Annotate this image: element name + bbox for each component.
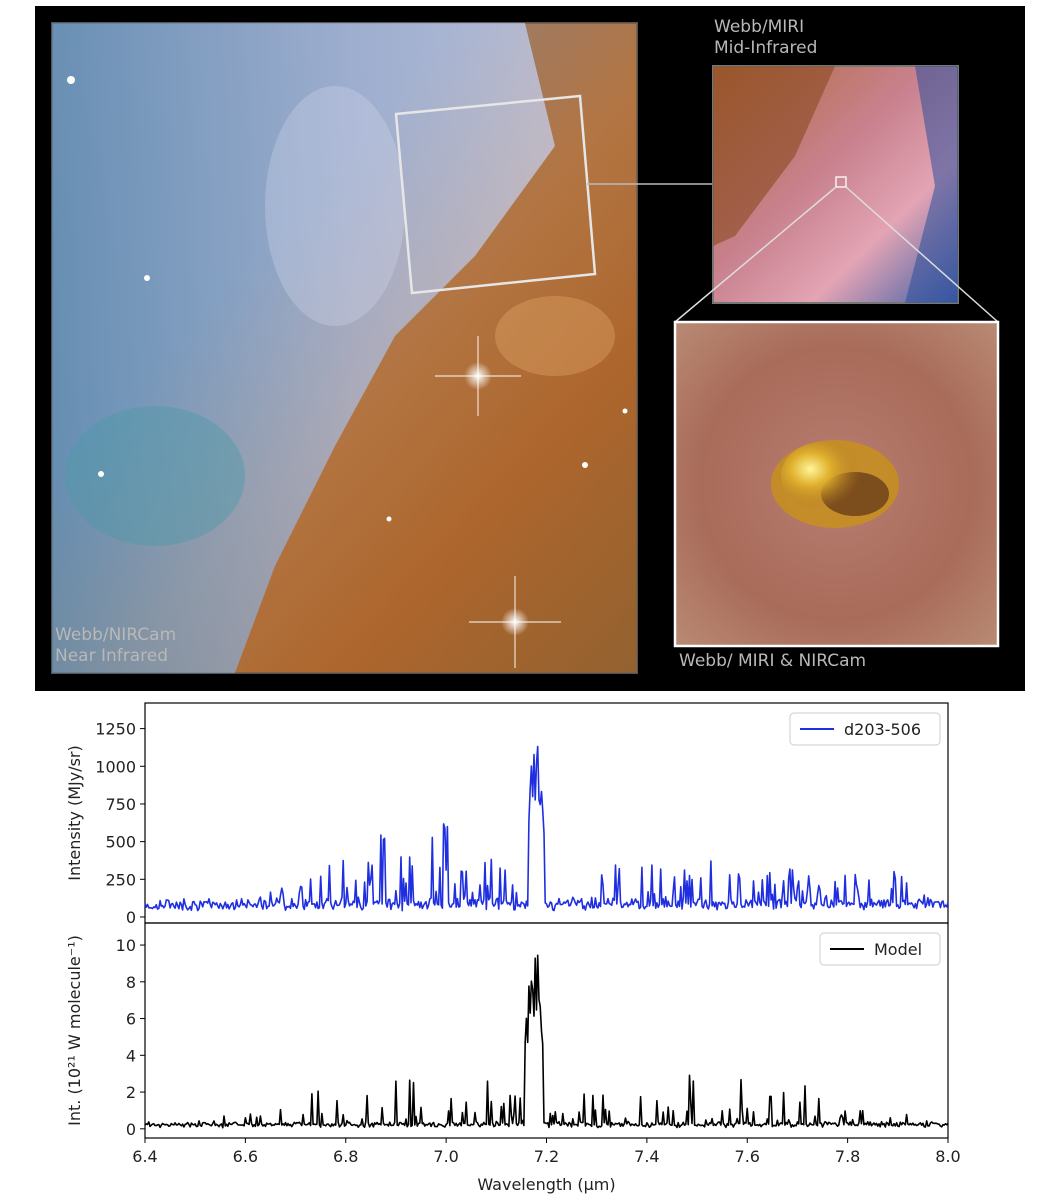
miri-label: Webb/MIRI Mid-Infrared	[714, 17, 817, 59]
legend-label: Model	[874, 940, 922, 959]
x-axis-label: Wavelength (μm)	[477, 1175, 615, 1194]
y-tick-label: 8	[126, 973, 136, 992]
nircam-label-line1: Webb/NIRCam	[55, 625, 177, 645]
miri-label-line1: Webb/MIRI	[714, 17, 805, 37]
y-tick-label: 0	[126, 908, 136, 927]
image-panel: Webb/NIRCam Near Infrared Webb/MIRI Mid-…	[35, 6, 1025, 691]
y-tick-label: 10	[116, 936, 136, 955]
legend-label: d203-506	[844, 720, 921, 739]
y-tick-label: 4	[126, 1046, 136, 1065]
legend-box	[789, 712, 941, 746]
x-tick-label: 6.8	[333, 1147, 358, 1166]
y-tick-label: 500	[105, 833, 136, 852]
y-tick-label: 250	[105, 870, 136, 889]
x-tick-label: 7.4	[634, 1147, 659, 1166]
x-tick-label: 8.0	[935, 1147, 960, 1166]
y-tick-label: 6	[126, 1010, 136, 1029]
series-line-model	[144, 954, 949, 1129]
y-axis-label: Intensity (MJy/sr)	[65, 745, 84, 881]
y-tick-label: 1000	[95, 757, 136, 776]
x-tick-label: 6.4	[132, 1147, 157, 1166]
image-artwork	[51, 22, 1000, 674]
x-tick-label: 7.0	[433, 1147, 458, 1166]
zoom-label: Webb/ MIRI & NIRCam	[679, 651, 867, 671]
legend-box	[819, 932, 941, 966]
y-axis-label: Int. (10²¹ W molecule⁻¹)	[65, 935, 84, 1126]
nircam-label-line2: Near Infrared	[55, 646, 169, 666]
miri-label-line2: Mid-Infrared	[714, 38, 818, 58]
x-tick-label: 7.6	[735, 1147, 760, 1166]
spectrum-chart: 0 250 500 750 1000 1250 Intensity (MJy/sr) d203…	[65, 702, 961, 1194]
x-tick-label: 6.6	[233, 1147, 258, 1166]
y-tick-label: 0	[126, 1120, 136, 1139]
y-tick-label: 750	[105, 795, 136, 814]
y-tick-label: 2	[126, 1083, 136, 1102]
x-tick-label: 7.8	[835, 1147, 860, 1166]
series-line-d203-506	[144, 745, 949, 912]
x-tick-label: 7.2	[534, 1147, 559, 1166]
y-tick-label: 1250	[95, 720, 136, 739]
nircam-label: Webb/NIRCam Near Infrared	[55, 625, 176, 667]
